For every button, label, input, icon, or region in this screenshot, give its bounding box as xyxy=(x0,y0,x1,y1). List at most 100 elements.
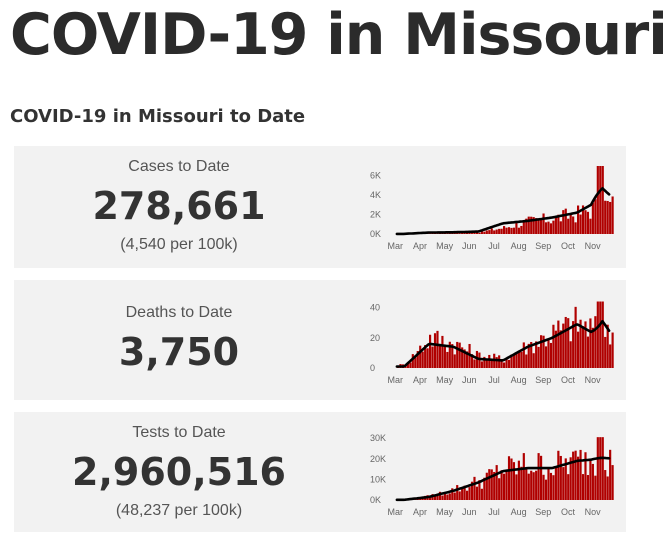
daily-bar xyxy=(446,351,449,368)
daily-bar xyxy=(451,344,454,368)
daily-bar xyxy=(512,354,516,368)
daily-bar xyxy=(611,465,614,500)
daily-bar xyxy=(554,330,557,368)
daily-bar xyxy=(498,228,501,234)
x-month-label: Apr xyxy=(413,507,427,517)
daily-bar xyxy=(581,326,585,368)
daily-bar xyxy=(557,214,560,234)
daily-bar xyxy=(515,474,518,500)
daily-bar xyxy=(604,200,607,234)
daily-bar xyxy=(451,488,454,500)
daily-bar xyxy=(426,348,429,368)
daily-bar xyxy=(559,330,562,368)
cases-chart: 6K 4K 2K 0K Mar Apr May Jun Jul Aug Sep Oct Nov xyxy=(370,166,614,251)
daily-bar xyxy=(547,221,550,234)
daily-bar xyxy=(515,352,518,368)
daily-bar xyxy=(542,335,545,368)
deaths-value: 3,750 xyxy=(118,330,240,374)
daily-bar xyxy=(507,227,511,234)
daily-bar xyxy=(594,475,597,500)
daily-bar xyxy=(466,232,469,234)
daily-bar xyxy=(591,327,594,368)
daily-bar xyxy=(601,166,604,234)
daily-bar xyxy=(485,230,488,234)
y-tick-label: 10K xyxy=(370,474,386,484)
daily-bar xyxy=(586,211,590,234)
daily-bar xyxy=(606,476,609,500)
daily-bar xyxy=(599,301,602,368)
daily-bar xyxy=(483,356,486,368)
daily-bar xyxy=(596,166,599,234)
daily-bar xyxy=(520,466,523,500)
daily-bar xyxy=(591,463,594,500)
cases-label: Cases to Date xyxy=(128,158,230,175)
daily-bar xyxy=(540,455,543,500)
daily-bar xyxy=(461,232,464,234)
daily-bar xyxy=(579,449,582,500)
daily-bar xyxy=(535,470,538,500)
x-month-label: Sep xyxy=(535,241,551,251)
x-month-label: Jun xyxy=(462,241,477,251)
x-month-label: Jul xyxy=(488,507,500,517)
daily-bar xyxy=(574,450,577,500)
x-month-label: Sep xyxy=(535,375,551,385)
daily-bar xyxy=(451,233,454,234)
daily-bar xyxy=(552,475,555,500)
daily-bar xyxy=(609,201,612,234)
daily-bar xyxy=(569,457,572,500)
daily-bar xyxy=(456,233,459,234)
x-month-label: May xyxy=(436,507,454,517)
daily-bar xyxy=(599,437,602,500)
daily-bar xyxy=(537,453,540,500)
daily-bar xyxy=(584,321,587,368)
daily-bar xyxy=(604,336,607,368)
daily-bar xyxy=(554,466,557,500)
daily-bar xyxy=(517,460,520,500)
daily-bar xyxy=(510,227,513,234)
daily-bar xyxy=(562,323,565,368)
daily-bar xyxy=(429,334,432,368)
x-month-label: Nov xyxy=(585,241,602,251)
daily-bar xyxy=(433,496,437,500)
daily-bar xyxy=(547,468,550,500)
daily-bar xyxy=(604,470,607,500)
daily-bar xyxy=(480,361,483,368)
y-tick-label: 30K xyxy=(370,433,386,443)
daily-bar xyxy=(542,213,545,234)
daily-bar xyxy=(562,467,565,500)
daily-bar xyxy=(611,196,614,234)
y-tick-label: 20 xyxy=(370,333,380,343)
daily-bar xyxy=(537,346,540,368)
daily-bar xyxy=(544,346,548,368)
daily-bar xyxy=(522,342,525,368)
y-tick-label: 0K xyxy=(370,229,381,239)
daily-bar xyxy=(495,229,498,234)
daily-bar xyxy=(500,228,503,234)
x-month-label: May xyxy=(436,375,454,385)
rolling-average-line xyxy=(395,186,611,236)
cases-card: Cases to Date 278,661 (4,540 per 100k) 6… xyxy=(14,146,626,268)
daily-bar xyxy=(552,220,555,234)
daily-bar xyxy=(470,233,474,234)
daily-bar xyxy=(463,485,466,500)
daily-bar xyxy=(495,465,498,500)
daily-bar xyxy=(589,218,592,234)
daily-bar xyxy=(609,449,612,500)
daily-bar xyxy=(525,354,528,368)
daily-bar xyxy=(572,216,575,234)
daily-bar xyxy=(586,475,590,500)
daily-bar xyxy=(557,320,560,368)
daily-bar xyxy=(520,225,523,234)
x-month-label: Jun xyxy=(462,507,477,517)
daily-bar xyxy=(581,205,585,234)
daily-bar xyxy=(488,230,491,234)
daily-bar xyxy=(544,479,548,500)
daily-bar xyxy=(567,318,570,368)
daily-bar xyxy=(414,357,417,368)
daily-bar xyxy=(421,351,424,368)
daily-bar xyxy=(495,357,498,368)
daily-bar xyxy=(589,318,592,368)
daily-bar xyxy=(559,221,562,234)
daily-bar xyxy=(567,474,570,500)
daily-bar xyxy=(530,470,533,500)
